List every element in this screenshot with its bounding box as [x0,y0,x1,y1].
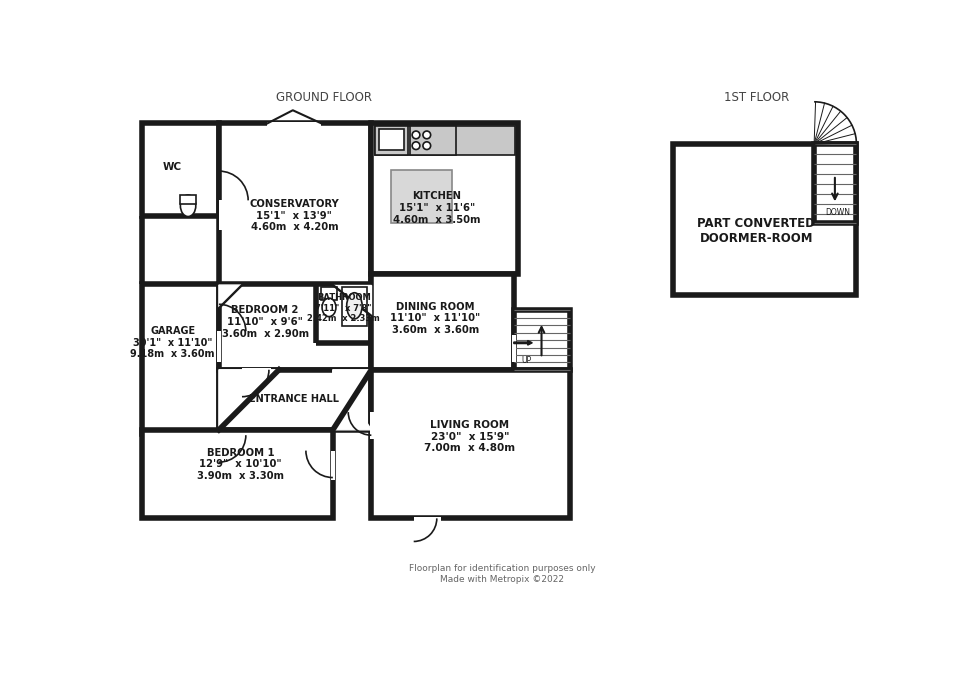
Bar [219,200,222,230]
Bar [814,144,857,223]
Circle shape [413,131,419,139]
Text: CONSERVATORY
15'1"  x 13'9"
4.60m  x 4.20m: CONSERVATORY 15'1" x 13'9" 4.60m x 4.20m [250,199,339,232]
Circle shape [423,131,430,139]
Polygon shape [219,370,279,430]
Text: BEDROOM 1
12'9"  x 10'10"
3.90m  x 3.30m: BEDROOM 1 12'9" x 10'10" 3.90m x 3.30m [197,448,284,481]
Bar [180,195,196,205]
Polygon shape [333,370,371,430]
Bar [342,288,367,326]
Polygon shape [333,370,371,430]
Bar [513,335,516,362]
Bar [379,129,404,151]
Bar [414,517,441,520]
Bar [219,284,371,370]
Text: UP: UP [521,356,531,365]
Text: GROUND FLOOR: GROUND FLOOR [275,91,371,105]
Bar [391,169,452,223]
Bar [331,451,335,480]
Bar [673,144,857,295]
Bar [375,126,408,155]
Text: WC: WC [163,162,182,172]
Text: LIVING ROOM
23'0"  x 15'9"
7.00m  x 4.80m: LIVING ROOM 23'0" x 15'9" 7.00m x 4.80m [424,420,515,454]
Bar [371,370,570,518]
Text: BEDROOM 2
11'10"  x 9'6"
3.60m  x 2.90m: BEDROOM 2 11'10" x 9'6" 3.60m x 2.90m [221,305,309,339]
Text: 1ST FLOOR: 1ST FLOOR [723,91,789,105]
Bar [142,430,333,518]
Ellipse shape [322,298,336,317]
Bar [218,435,221,464]
Text: PART CONVERTED
DOORMER-ROOM: PART CONVERTED DOORMER-ROOM [698,217,815,245]
Text: KITCHEN
15'1"  x 11'6"
4.60m  x 3.50m: KITCHEN 15'1" x 11'6" 4.60m x 3.50m [393,192,480,225]
Bar [219,124,371,285]
Bar [219,370,371,430]
Bar [371,273,514,370]
Ellipse shape [180,195,196,217]
Text: DOWN: DOWN [825,208,850,217]
Bar [242,368,271,372]
Bar [142,124,219,216]
Bar [268,122,321,126]
Bar [218,331,221,362]
Bar [514,310,570,370]
Polygon shape [219,285,242,308]
Text: DINING ROOM
11'10"  x 11'10"
3.60m  x 3.60m: DINING ROOM 11'10" x 11'10" 3.60m x 3.60… [390,302,480,335]
Bar [410,126,456,155]
Bar [375,126,515,155]
Bar [142,284,219,433]
Polygon shape [333,285,371,316]
Text: ENTRANCE HALL: ENTRANCE HALL [249,394,339,404]
Bar [369,412,373,439]
Bar [320,288,337,300]
Text: BATHROOM
7'11"  x 7'8"
2.42m  x 2.33m: BATHROOM 7'11" x 7'8" 2.42m x 2.33m [308,293,380,323]
Text: Floorplan for identification purposes only
Made with Metropix ©2022: Floorplan for identification purposes on… [409,564,596,583]
Ellipse shape [347,293,363,319]
Text: GARAGE
30'1"  x 11'10"
9.18m  x 3.60m: GARAGE 30'1" x 11'10" 9.18m x 3.60m [130,326,215,359]
Circle shape [413,142,419,150]
FancyArrow shape [514,340,532,345]
Circle shape [423,142,430,150]
Bar [371,124,517,273]
Bar [219,373,222,403]
